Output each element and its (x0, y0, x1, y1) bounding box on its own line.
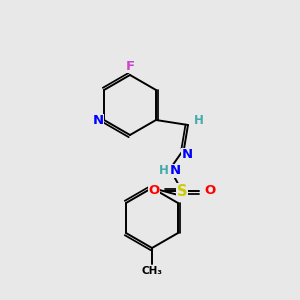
Text: N: N (182, 148, 193, 161)
Text: N: N (92, 115, 104, 128)
Text: CH₃: CH₃ (142, 266, 163, 276)
Text: H: H (194, 115, 204, 128)
Text: N: N (169, 164, 181, 178)
Text: O: O (204, 184, 216, 197)
Text: S: S (177, 184, 187, 199)
Text: H: H (159, 164, 169, 178)
Text: F: F (125, 59, 135, 73)
Text: O: O (148, 184, 160, 197)
